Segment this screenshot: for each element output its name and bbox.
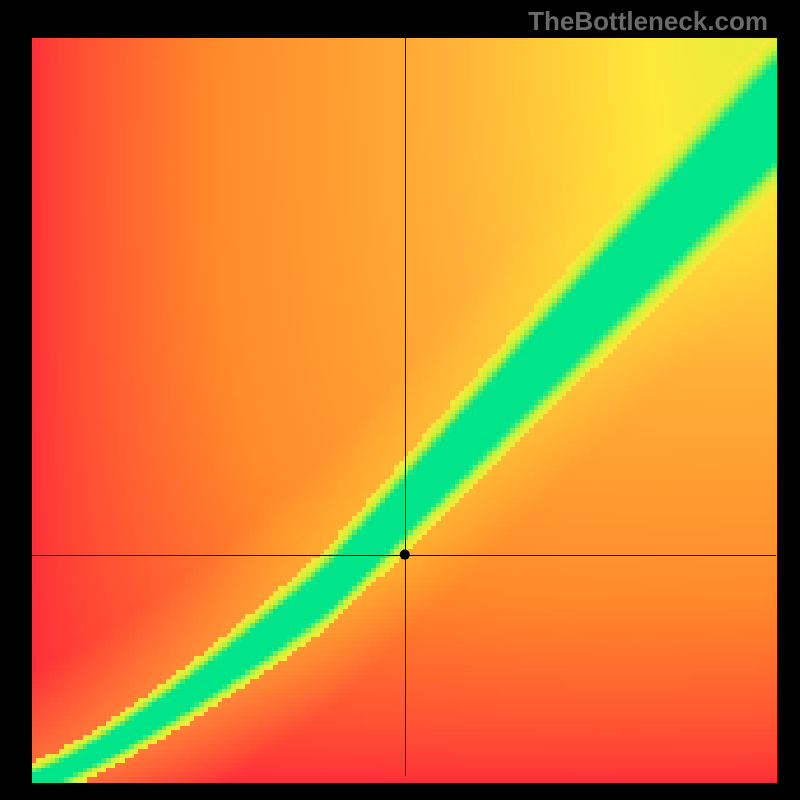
watermark-text: TheBottleneck.com — [528, 6, 768, 37]
chart-container: TheBottleneck.com — [0, 0, 800, 800]
bottleneck-heatmap — [0, 0, 800, 800]
